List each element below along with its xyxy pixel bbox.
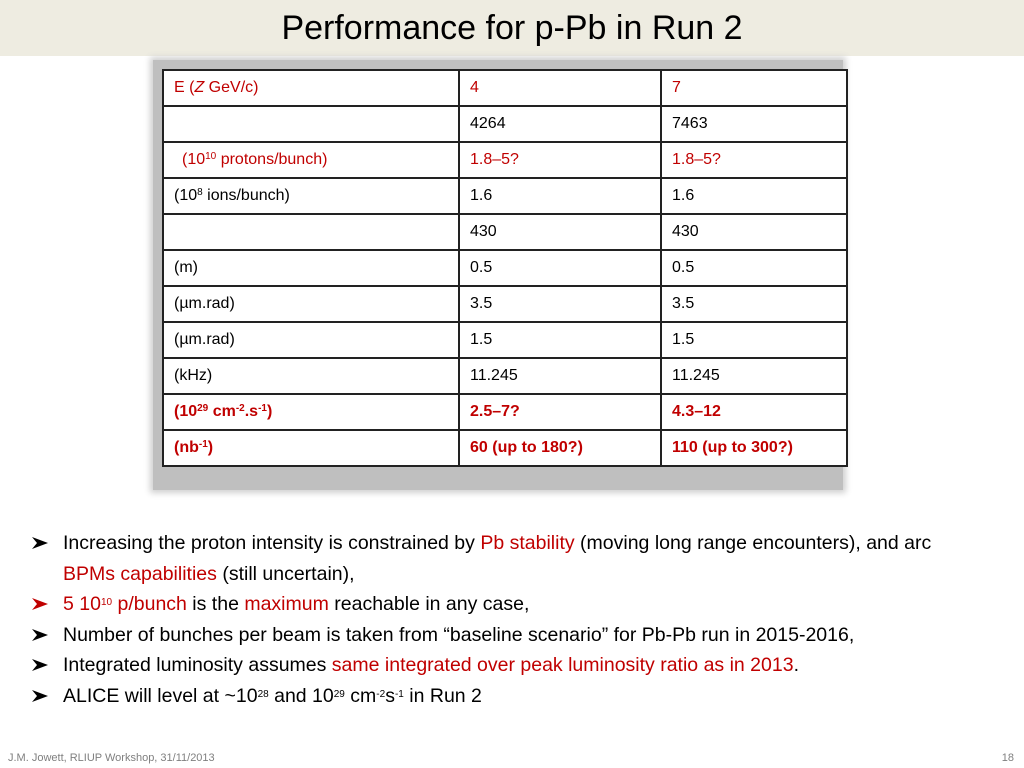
table-cell: 7 — [660, 69, 848, 107]
arrow-bullet-icon — [32, 537, 48, 549]
table-cell: (1010 protons/bunch) — [162, 141, 460, 179]
table-cell: 0.5 — [458, 249, 662, 287]
arrow-bullet-icon — [32, 628, 48, 641]
table-cell: 60 (up to 180?) — [458, 429, 662, 467]
table-row: (µm.rad) 3.5 3.5 — [162, 285, 848, 323]
table-cell: (m) — [162, 249, 460, 287]
table-cell: 2.5–7? — [458, 393, 662, 431]
table-row: 430 430 — [162, 213, 848, 251]
footer-author: J.M. Jowett, RLIUP Workshop, 31/11/2013 — [8, 752, 215, 764]
parameters-table: E (Z GeV/c) 4 7 4264 7463 (1010 protons/… — [162, 69, 848, 467]
bullet-item: Increasing the proton intensity is const… — [32, 528, 982, 589]
table-cell: 11.245 — [458, 357, 662, 395]
table-cell: E (Z GeV/c) — [162, 69, 460, 107]
table-cell — [162, 213, 460, 251]
table-row: (108 ions/bunch) 1.6 1.6 — [162, 177, 848, 215]
table-row: (1010 protons/bunch) 1.8–5? 1.8–5? — [162, 141, 848, 179]
table-cell: 4.3–12 — [660, 393, 848, 431]
table-cell: (108 ions/bunch) — [162, 177, 460, 215]
table-cell: (1029 cm-2.s-1) — [162, 393, 460, 431]
bullet-item: ALICE will level at ~1028 and 1029 cm-2s… — [32, 681, 982, 712]
table-cell: 1.5 — [458, 321, 662, 359]
bullet-list: Increasing the proton intensity is const… — [32, 528, 982, 711]
arrow-bullet-icon — [32, 598, 48, 610]
title-bar — [0, 0, 1024, 56]
table-cell: 4 — [458, 69, 662, 107]
page-number: 18 — [1001, 752, 1014, 764]
slide-title: Performance for p-Pb in Run 2 — [281, 9, 743, 47]
table-row: (nb-1) 60 (up to 180?) 110 (up to 300?) — [162, 429, 848, 467]
table-row: (µm.rad) 1.5 1.5 — [162, 321, 848, 359]
table-cell: 4264 — [458, 105, 662, 143]
bullet-item: Number of bunches per beam is taken from… — [32, 620, 982, 651]
table-cell: 430 — [660, 213, 848, 251]
table-cell — [162, 105, 460, 143]
table-cell: 3.5 — [458, 285, 662, 323]
table-cell: (kHz) — [162, 357, 460, 395]
table-row: (1029 cm-2.s-1) 2.5–7? 4.3–12 — [162, 393, 848, 431]
bullet-item: Integrated luminosity assumes same integ… — [32, 650, 982, 681]
table-cell: (nb-1) — [162, 429, 460, 467]
table-cell: 1.6 — [458, 177, 662, 215]
table-cell: 11.245 — [660, 357, 848, 395]
table-cell: 1.5 — [660, 321, 848, 359]
arrow-bullet-icon — [32, 659, 48, 671]
table-cell: 110 (up to 300?) — [660, 429, 848, 467]
table-cell: (µm.rad) — [162, 285, 460, 323]
table-row: (m) 0.5 0.5 — [162, 249, 848, 287]
table-cell: 3.5 — [660, 285, 848, 323]
table-row: E (Z GeV/c) 4 7 — [162, 69, 848, 107]
table-cell: 0.5 — [660, 249, 848, 287]
table-cell: 1.8–5? — [660, 141, 848, 179]
table-cell: 1.8–5? — [458, 141, 662, 179]
bullet-item: 5 1010 p/bunch is the maximum reachable … — [32, 589, 982, 620]
table-row: 4264 7463 — [162, 105, 848, 143]
table-cell: (µm.rad) — [162, 321, 460, 359]
table-cell: 1.6 — [660, 177, 848, 215]
table-cell: 7463 — [660, 105, 848, 143]
arrow-bullet-icon — [32, 689, 48, 702]
table-row: (kHz) 11.245 11.245 — [162, 357, 848, 395]
table-cell: 430 — [458, 213, 662, 251]
